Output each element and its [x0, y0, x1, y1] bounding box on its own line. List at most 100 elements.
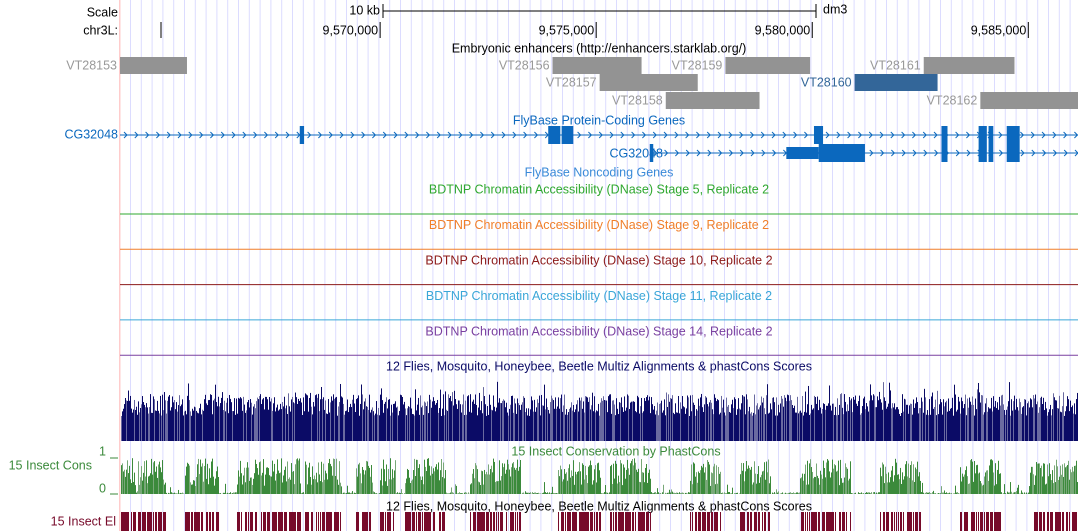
phastcons-track-title[interactable]: 15 Insect Conservation by PhastCons [511, 444, 720, 458]
genes-track[interactable] [120, 126, 1078, 162]
enhancer-feature[interactable] [552, 57, 642, 74]
multiz-bar [455, 399, 456, 441]
multiz-bar [244, 404, 245, 441]
conserved-element [520, 512, 521, 531]
enhancer-label[interactable]: VT28161 [870, 58, 921, 72]
phastcons-bar [520, 459, 521, 494]
enhancer-feature[interactable] [665, 92, 760, 109]
multiz-bar [222, 392, 223, 441]
enhancer-label[interactable]: VT28157 [546, 75, 597, 89]
multiz-bar [183, 415, 184, 441]
enhancer-label[interactable]: VT28153 [66, 58, 117, 72]
enhancer-label[interactable]: VT28160 [801, 75, 852, 89]
gene-label[interactable]: CG32048 [609, 146, 663, 160]
multiz-bar [355, 411, 356, 441]
multiz-bar [451, 401, 452, 441]
phastcons-bar [760, 477, 761, 494]
phastcons-bar [235, 492, 236, 494]
multiz-bar [782, 398, 783, 441]
multiz-bar [891, 408, 892, 441]
multiz-bar [136, 406, 137, 441]
multiz-bar [1057, 408, 1058, 441]
multiz-bar [526, 408, 527, 441]
phastcons-bar [1004, 484, 1005, 494]
multiz-bar [658, 415, 659, 441]
phastcons-bar [867, 492, 868, 494]
multiz-bar [919, 408, 920, 441]
enhancer-label[interactable]: VT28162 [927, 93, 978, 107]
conserved-element [328, 512, 329, 531]
dnase-track-title[interactable]: BDTNP Chromatin Accessibility (DNase) St… [429, 182, 769, 196]
multiz-bar [688, 397, 689, 441]
conserved-element [1063, 512, 1064, 531]
enhancer-label[interactable]: VT28159 [672, 58, 723, 72]
multiz-bar [1020, 402, 1021, 441]
ruler-tick-label: 9,585,000 [971, 23, 1027, 37]
multiz-bar [135, 409, 136, 441]
enhancer-feature[interactable] [599, 74, 698, 91]
elements-side-label[interactable]: 15 Insect El [51, 514, 116, 528]
multiz-bar [271, 398, 272, 441]
enhancer-feature[interactable] [980, 92, 1078, 109]
strand-arrow [242, 131, 247, 139]
enhancer-feature[interactable] [725, 57, 811, 74]
dnase-track-title[interactable]: BDTNP Chromatin Accessibility (DNase) St… [429, 218, 769, 232]
multiz-bar [172, 396, 173, 441]
genes-track-title[interactable]: FlyBase Protein-Coding Genes [513, 113, 685, 127]
phastcons-bar [533, 493, 534, 494]
enhancer-feature[interactable] [923, 57, 1015, 74]
dnase-track-title[interactable]: BDTNP Chromatin Accessibility (DNase) St… [426, 289, 772, 303]
conserved-element [195, 512, 196, 531]
enhancer-label[interactable]: VT28158 [612, 93, 663, 107]
multiz-bar [702, 407, 703, 441]
phastcons-side-label[interactable]: 15 Insect Cons [9, 458, 92, 472]
conserved-element [213, 512, 214, 531]
phastcons-bar [567, 480, 568, 494]
multiz-bar [415, 389, 416, 441]
enhancer-label[interactable]: VT28156 [499, 58, 550, 72]
phastcons-bar [854, 492, 855, 494]
multiz-bar [519, 405, 520, 441]
elements-track-title[interactable]: 12 Flies, Mosquito, Honeybee, Beetle Mul… [386, 499, 812, 513]
conserved-element [209, 512, 210, 531]
phastcons-bar [741, 462, 742, 494]
multiz-bar [333, 394, 334, 441]
conserved-element [364, 512, 365, 531]
multiz-bar [397, 406, 398, 441]
phastcons-bar [941, 486, 942, 494]
multiz-bar [531, 396, 532, 441]
multiz-bar [645, 400, 646, 441]
exon [813, 126, 824, 144]
phastcons-bar [269, 475, 270, 494]
multiz-bar [754, 394, 755, 441]
strand-arrow [231, 131, 236, 139]
conserved-element [252, 512, 253, 531]
multiz-bar [598, 403, 599, 441]
multiz-bar [865, 409, 866, 441]
strand-arrow [264, 131, 269, 139]
dnase-track-title[interactable]: BDTNP Chromatin Accessibility (DNase) St… [425, 253, 772, 267]
multiz-bar [742, 395, 743, 441]
gene-label[interactable]: CG32048 [64, 127, 118, 141]
dnase-track-title[interactable]: BDTNP Chromatin Accessibility (DNase) St… [425, 324, 772, 338]
enhancer-feature[interactable] [120, 57, 187, 74]
phastcons-bar [966, 466, 967, 494]
noncoding-track-title[interactable]: FlyBase Noncoding Genes [525, 165, 674, 179]
phastcons-bar [240, 460, 241, 494]
multiz-bar [664, 399, 665, 441]
phastcons-bar [1017, 487, 1018, 494]
phastcons-bar [468, 492, 469, 494]
multiz-bar [817, 396, 818, 441]
phastcons-bar [1074, 465, 1075, 494]
multiz-track-title[interactable]: 12 Flies, Mosquito, Honeybee, Beetle Mul… [386, 359, 812, 373]
phastcons-bar [470, 484, 471, 494]
phastcons-bar [559, 476, 560, 494]
strand-arrow [760, 131, 765, 139]
phastcons-bar [478, 481, 479, 494]
multiz-bar [123, 408, 124, 441]
enhancer-feature[interactable] [854, 74, 938, 91]
multiz-bar [670, 398, 671, 441]
enhancers-track-title[interactable]: Embryonic enhancers (http://enhancers.st… [452, 41, 747, 55]
phastcons-bar [247, 462, 248, 494]
